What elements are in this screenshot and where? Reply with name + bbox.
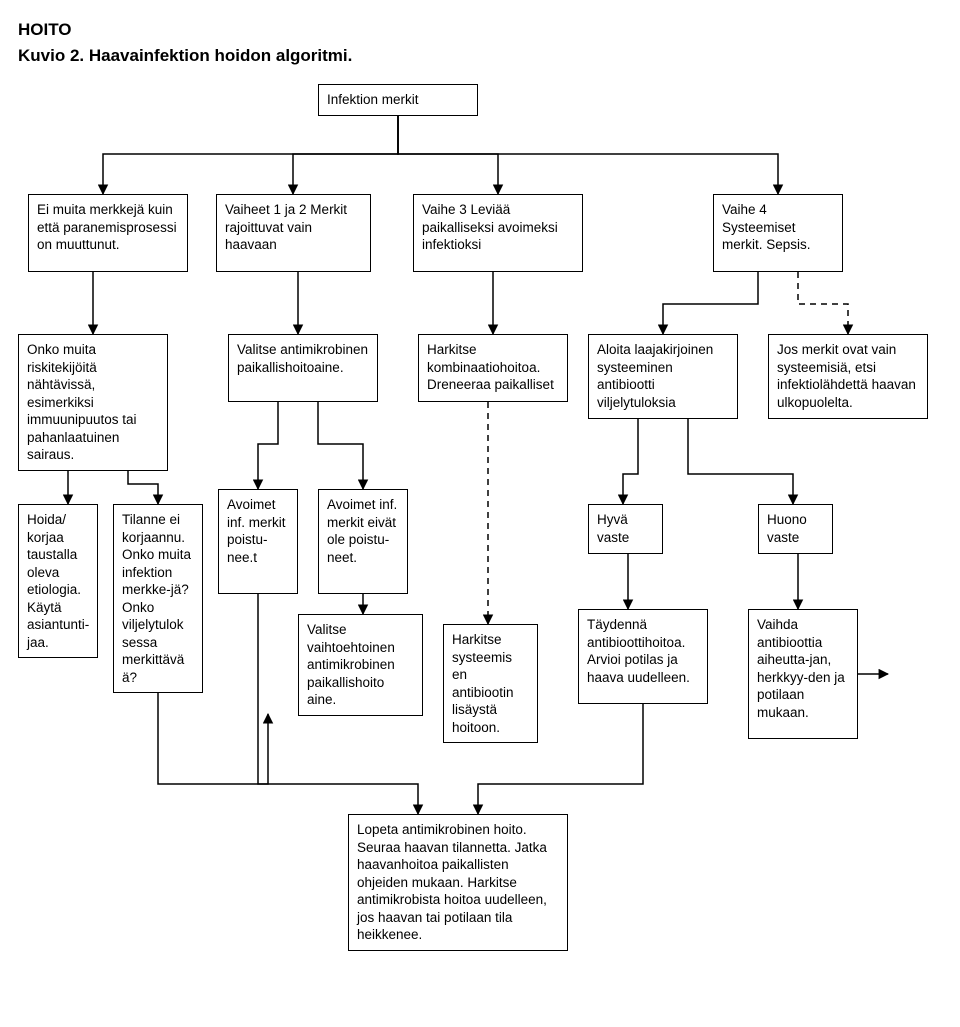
flow-edge [258, 402, 278, 489]
flow-node-hoida: Hoida/ korjaa taustalla oleva etiologia.… [18, 504, 98, 658]
figure-title: Kuvio 2. Haavainfektion hoidon algoritmi… [18, 46, 942, 66]
flow-node-lopeta: Lopeta antimikrobinen hoito. Seuraa haav… [348, 814, 568, 951]
flow-node-harkitse: Harkitse kombinaatiohoitoa. Dreneeraa pa… [418, 334, 568, 402]
flow-edge [398, 114, 778, 194]
flow-edge [688, 419, 793, 504]
flow-edge [623, 419, 638, 504]
flow-node-huono: Huono vaste [758, 504, 833, 554]
flow-node-vaihtoeht: Valitse vaihtoehtoinen antimikrobinen pa… [298, 614, 423, 716]
flow-node-infmerkit: Infektion merkit [318, 84, 478, 116]
flow-node-josmerkit: Jos merkit ovat vain systeemisiä, etsi i… [768, 334, 928, 419]
flow-node-valitse: Valitse antimikrobinen paikallishoitoain… [228, 334, 378, 402]
flow-edge [398, 114, 498, 194]
flow-edge [798, 272, 848, 334]
flowchart-canvas: Infektion merkit Ei muita merkkejä kuin e… [18, 84, 942, 1004]
flow-edge [663, 272, 758, 334]
page-title: HOITO [18, 20, 942, 40]
flow-edge [158, 679, 268, 784]
flow-node-risk: Onko muita riskitekijöitä nähtävissä, es… [18, 334, 168, 471]
flow-node-vaihe3: Vaihe 3 Leviää paikalliseksi avoimeksi i… [413, 194, 583, 272]
flow-edge [293, 114, 398, 194]
flow-node-hark-sys: Harkitse systeemis en antibiootin lisäys… [443, 624, 538, 743]
flow-node-vaihda: Vaihda antibioottia aiheutta-jan, herkky… [748, 609, 858, 739]
flow-node-hyva: Hyvä vaste [588, 504, 663, 554]
flow-node-av-poist: Avoimet inf. merkit poistu-nee.t [218, 489, 298, 594]
flow-edge [318, 402, 363, 489]
flow-edge [103, 114, 398, 194]
flow-node-taydenna: Täydennä antibioottihoitoa. Arvioi potil… [578, 609, 708, 704]
flow-node-tilanne: Tilanne ei korjaannu. Onko muita infekti… [113, 504, 203, 693]
flow-node-vaihe12: Vaiheet 1 ja 2 Merkit rajoittuvat vain h… [216, 194, 371, 272]
flow-node-eimuita: Ei muita merkkejä kuin että paranemispro… [28, 194, 188, 272]
flow-node-av-ei: Avoimet inf. merkit eivät ole poistu-nee… [318, 489, 408, 594]
flow-node-aloita: Aloita laajakirjoinen systeeminen antibi… [588, 334, 738, 419]
flow-node-vaihe4: Vaihe 4 Systeemiset merkit. Sepsis. [713, 194, 843, 272]
